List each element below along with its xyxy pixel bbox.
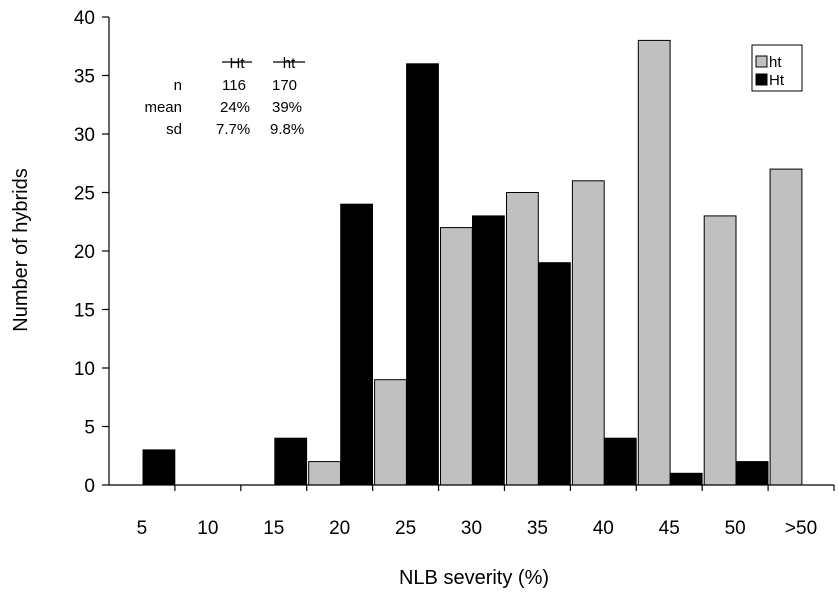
stats-row-label-sd: sd — [166, 121, 182, 138]
y-tick-label-15: 15 — [74, 301, 95, 322]
stats-header-ht-lower: ht — [283, 55, 296, 72]
bars-layer — [142, 39, 803, 486]
y-tick-label-25: 25 — [74, 184, 95, 205]
bar-Ht-5 — [142, 449, 176, 486]
bar-Ht-45 — [669, 472, 703, 486]
bar-Ht-35 — [538, 262, 571, 486]
bar-ht-gt50 — [769, 168, 803, 486]
x-tick-label-20: 20 — [329, 518, 350, 539]
bar-ht-45 — [637, 39, 671, 486]
bar-ht-40 — [571, 180, 605, 486]
x-tick-label-35: 35 — [527, 518, 548, 539]
bar-ht-25 — [374, 379, 407, 486]
bar-Ht-50 — [735, 461, 769, 486]
bar-Ht-30 — [472, 215, 505, 486]
bar-ht-35 — [506, 192, 539, 486]
legend-swatch-ht — [755, 55, 768, 68]
y-tick-label-40: 40 — [74, 8, 95, 29]
y-tick-label-10: 10 — [74, 359, 95, 380]
bar-Ht-15 — [274, 437, 308, 486]
y-tick-label-0: 0 — [84, 476, 95, 497]
stats-table: Ht ht n 116 170 mean 24% 39% sd 7.7% 9.8… — [144, 55, 305, 138]
x-axis-title: NLB severity (%) — [399, 567, 549, 589]
y-tick-label-30: 30 — [74, 125, 95, 146]
stats-n-ht-lower: 170 — [272, 77, 297, 94]
legend-label-ht: ht — [769, 54, 782, 71]
stats-sd-ht-cap: 7.7% — [216, 121, 250, 138]
bar-Ht-25 — [406, 63, 439, 486]
y-tick-labels: 0 5 10 15 20 25 30 35 40 — [74, 8, 95, 497]
stats-mean-ht-cap: 24% — [220, 99, 250, 116]
bar-ht-30 — [440, 227, 473, 486]
x-tick-labels: 5 10 15 20 25 30 35 40 45 50 >50 — [137, 518, 817, 539]
stats-n-ht-cap: 116 — [222, 77, 246, 94]
stats-header-ht-cap: Ht — [230, 55, 246, 72]
legend: ht Ht — [751, 44, 803, 92]
bar-Ht-40 — [603, 437, 637, 486]
stats-row-label-mean: mean — [144, 99, 182, 116]
stats-sd-ht-lower: 9.8% — [270, 121, 304, 138]
y-axis-title: Number of hybrids — [10, 168, 32, 331]
bar-Ht-20 — [340, 203, 374, 486]
axes-layer — [102, 16, 835, 491]
bar-ht-50 — [703, 215, 737, 486]
x-tick-label-45: 45 — [659, 518, 680, 539]
x-tick-label-gt50: >50 — [785, 518, 817, 539]
y-tick-label-35: 35 — [74, 67, 95, 88]
x-tick-label-25: 25 — [395, 518, 416, 539]
y-tick-label-20: 20 — [74, 242, 95, 263]
x-tick-label-15: 15 — [263, 518, 284, 539]
stats-mean-ht-lower: 39% — [272, 99, 302, 116]
x-tick-label-30: 30 — [461, 518, 482, 539]
stats-row-label-n: n — [174, 77, 182, 94]
x-tick-label-10: 10 — [197, 518, 218, 539]
bar-ht-20 — [308, 461, 342, 486]
x-tick-label-40: 40 — [593, 518, 614, 539]
legend-label-ht-cap: Ht — [769, 72, 785, 89]
x-tick-label-50: 50 — [725, 518, 746, 539]
legend-swatch-ht-cap — [755, 73, 768, 86]
x-tick-label-5: 5 — [137, 518, 148, 539]
y-tick-label-5: 5 — [84, 418, 95, 439]
